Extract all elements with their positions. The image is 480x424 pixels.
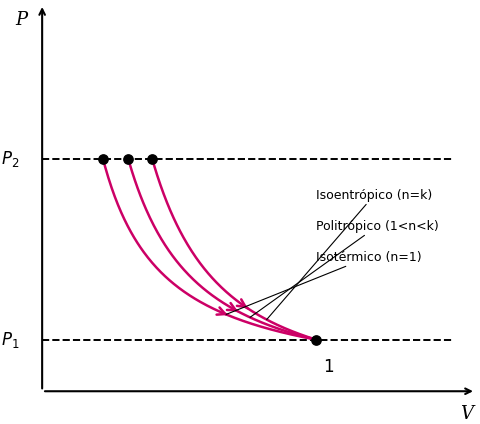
Text: Isoentrópico (n=k): Isoentrópico (n=k) <box>267 189 432 320</box>
Text: $P_2$: $P_2$ <box>1 149 19 169</box>
Point <box>312 336 320 343</box>
Text: Isotérmico (n=1): Isotérmico (n=1) <box>226 251 421 315</box>
Text: Politrópico (1<n<k): Politrópico (1<n<k) <box>250 220 439 317</box>
Text: P: P <box>15 11 28 29</box>
Point <box>124 156 132 162</box>
Text: V: V <box>460 405 473 424</box>
Text: $P_1$: $P_1$ <box>1 329 19 350</box>
Point <box>148 156 156 162</box>
Point <box>99 156 107 162</box>
Text: 1: 1 <box>323 358 334 376</box>
